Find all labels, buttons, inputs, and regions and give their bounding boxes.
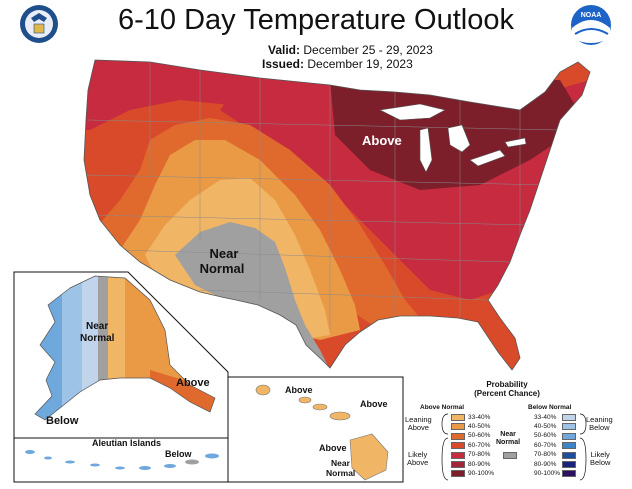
valid-label: Valid: [268, 43, 301, 57]
alaska-normal-label: Normal [80, 333, 115, 344]
hawaii-near-label: Near [331, 458, 350, 468]
legend-above-swatch-4 [451, 451, 465, 459]
legend-above-label-1: 40-50% [468, 422, 491, 430]
legend-below-swatch-1 [562, 423, 576, 431]
valid-value: December 25 - 29, 2023 [303, 43, 433, 57]
issued-date: Issued: December 19, 2023 [262, 57, 413, 71]
alaska-below-label: Below [46, 415, 79, 427]
legend-above-label-2: 50-60% [468, 432, 491, 440]
noaa-logo-text: NOAA [581, 12, 602, 19]
legend-below-swatch-3 [562, 442, 576, 450]
legend-below-swatch-4 [562, 451, 576, 459]
legend-above-swatch-5 [451, 461, 465, 468]
aleutian-below-label: Below [165, 449, 192, 459]
legend-below-label-5: 80-90% [534, 460, 557, 468]
legend-above-label-0: 33-40% [468, 413, 491, 421]
legend-likely-below: Likely Below [590, 450, 611, 468]
legend-above-label-4: 70-80% [468, 451, 491, 459]
legend-below-label-0: 33-40% [534, 413, 557, 421]
hawaii-above-label-3: Above [319, 443, 347, 453]
legend-above-label-6: 90-100% [468, 469, 495, 477]
valid-dates: Valid: December 25 - 29, 2023 [268, 43, 433, 57]
legend-below-label-2: 50-60% [534, 432, 557, 440]
legend-above-label-5: 80-90% [468, 460, 491, 468]
legend-leaning-above: Leaning Above [405, 415, 432, 433]
alaska-near-label: Near [86, 321, 109, 332]
aleutian-islands [25, 450, 219, 470]
hawaii-islands [255, 384, 389, 481]
legend-title-line2: (Percent Chance) [474, 389, 540, 399]
legend-above-label-3: 60-70% [468, 441, 491, 449]
legend-above-swatch-0 [451, 414, 465, 421]
noaa-logo-icon: NOAA [571, 5, 611, 45]
legend-above-swatch-1 [451, 423, 465, 431]
conus-near-label: Near [209, 246, 239, 261]
legend-title-line1: Probability [486, 380, 528, 389]
issued-value: December 19, 2023 [307, 57, 413, 71]
conus-normal-label: Normal [199, 261, 245, 276]
legend-above-swatch-6 [451, 470, 465, 478]
hawaii-above-label-1: Above [285, 385, 313, 395]
hawaii-inset-frame [227, 376, 404, 483]
legend-leaning-below: Leaning Below [586, 415, 613, 433]
legend-below-swatch-6 [562, 470, 576, 478]
conus-above-label: Above [362, 133, 402, 148]
legend-below-label-1: 40-50% [534, 422, 557, 430]
alaska-above-label: Above [176, 377, 210, 389]
page-title: 6-10 Day Temperature Outlook [117, 4, 514, 36]
alaska-outline [34, 275, 216, 421]
legend-below-label-6: 90-100% [534, 469, 561, 477]
doc-seal-icon [20, 5, 58, 43]
state-borders [85, 62, 561, 330]
legend-near-normal-swatch [503, 452, 517, 459]
legend-below-header: Below Normal [528, 404, 572, 411]
legend-below-swatch-5 [562, 461, 576, 468]
legend-above-header: Above Normal [420, 404, 465, 411]
conus-outline [83, 59, 591, 371]
legend-title: Probability (Percent Chance) [452, 380, 562, 398]
legend-below-swatch-2 [562, 432, 576, 440]
hawaii-normal-label: Normal [326, 468, 356, 478]
legend-above-swatch-2 [451, 432, 465, 440]
issued-label: Issued: [262, 57, 305, 71]
legend-likely-above: Likely Above [407, 450, 429, 468]
great-lakes [379, 103, 527, 173]
legend-above-swatch-3 [451, 442, 465, 450]
legend-near-normal-label: Near Normal [496, 431, 521, 446]
legend-below-label-3: 60-70% [534, 441, 557, 449]
hawaii-above-label-2: Above [360, 399, 388, 409]
aleutian-title: Aleutian Islands [92, 438, 162, 448]
legend-below-label-4: 70-80% [534, 451, 557, 459]
legend-below-swatch-0 [562, 414, 576, 421]
